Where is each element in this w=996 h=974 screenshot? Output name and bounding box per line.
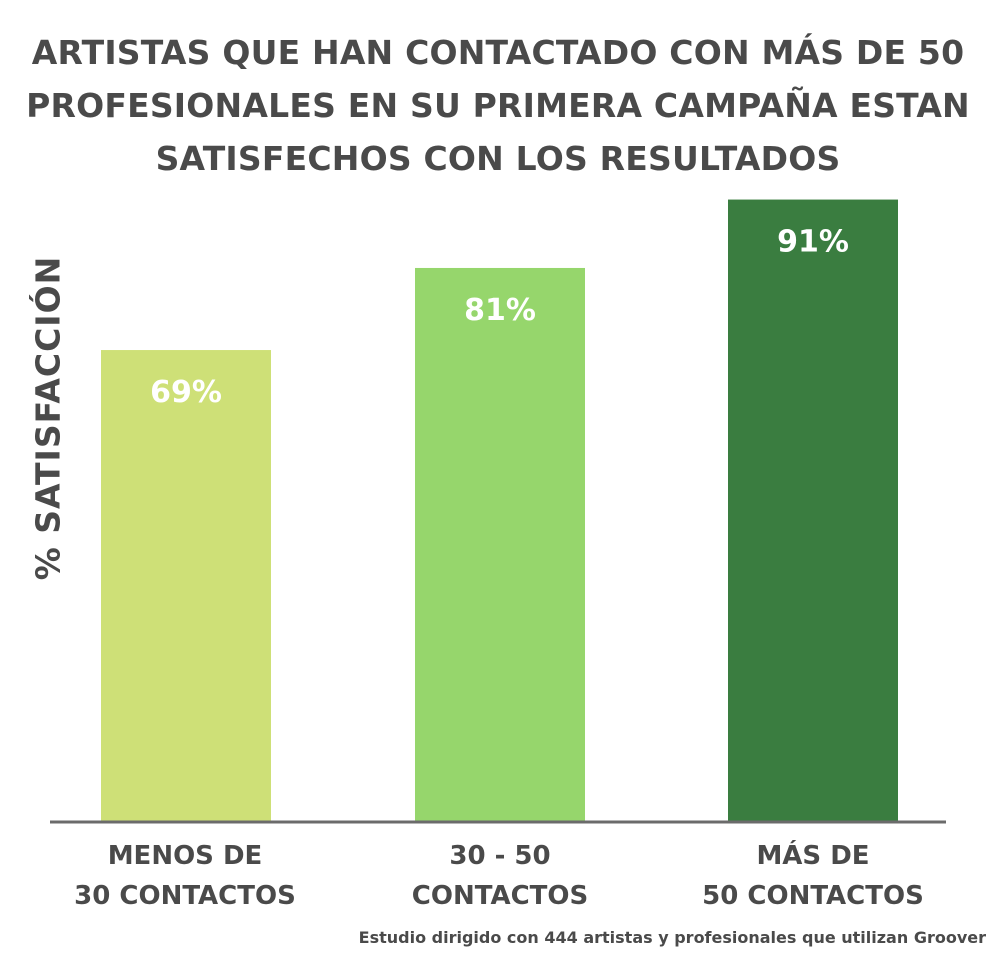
category-label-2-line-2: CONTACTOS [411, 881, 589, 911]
bar-3-value-label: 91% [777, 225, 849, 260]
category-label-1-line-2: 30 CONTACTOS [74, 881, 296, 911]
category-label-1-line-1: MENOS DE [107, 841, 263, 871]
category-label-3: MÁS DE 50 CONTACTOS [688, 836, 938, 916]
category-label-2: 30 - 50 CONTACTOS [375, 836, 625, 916]
chart-title: ARTISTAS QUE HAN CONTACTADO CON MÁS DE 5… [0, 26, 996, 185]
bar-2-value-label: 81% [464, 293, 536, 328]
bar-2 [415, 267, 585, 823]
footnote: Estudio dirigido con 444 artistas y prof… [358, 928, 986, 947]
title-line-1: ARTISTAS QUE HAN CONTACTADO CON MÁS DE 5… [31, 33, 965, 72]
bar-3 [728, 199, 898, 822]
bar-1 [101, 350, 271, 822]
category-label-2-line-1: 30 - 50 [449, 841, 551, 871]
title-line-2: PROFESIONALES EN SU PRIMERA CAMPAÑA ESTA… [26, 86, 970, 125]
category-label-3-line-2: 50 CONTACTOS [702, 881, 924, 911]
bar-1-value-label: 69% [150, 375, 222, 410]
category-label-3-line-1: MÁS DE [756, 841, 870, 871]
category-label-1: MENOS DE 30 CONTACTOS [60, 836, 310, 916]
title-line-3: SATISFECHOS CON LOS RESULTADOS [155, 139, 841, 178]
